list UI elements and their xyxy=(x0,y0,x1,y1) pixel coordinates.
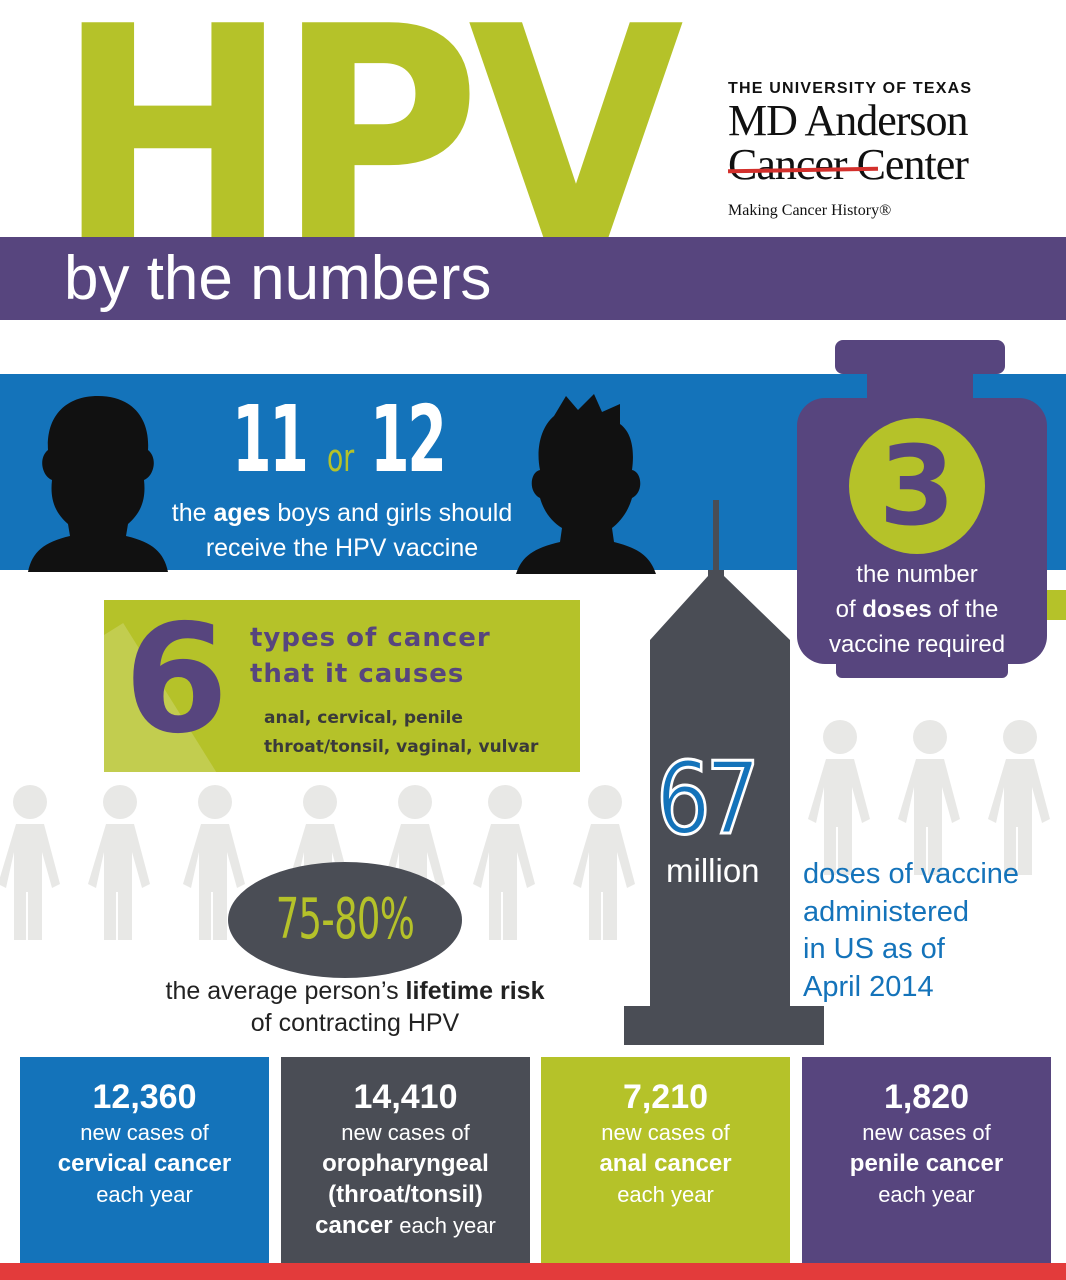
stat-cancer-type-2: (throat/tonsil) xyxy=(328,1181,483,1208)
syringe-icon xyxy=(624,500,824,1045)
stat-line1: new cases of xyxy=(80,1120,209,1145)
stat-line3: each year xyxy=(96,1182,193,1207)
risk-desc-line2: of contracting HPV xyxy=(250,1009,460,1037)
stat-line3: each year xyxy=(399,1213,496,1238)
stat-line-combined: cancer each year xyxy=(281,1210,530,1241)
stat-cancer-type: cervical cancer xyxy=(57,1150,232,1177)
stat-oropharyngeal: 14,410 new cases of oropharyngeal (throa… xyxy=(281,1057,530,1265)
stat-number: 7,210 xyxy=(622,1078,709,1116)
types-title-line2: that it causes xyxy=(250,659,465,689)
ages-description: the ages boys and girls should receive t… xyxy=(150,496,534,566)
girl-silhouette-icon xyxy=(28,396,168,572)
types-list-line1: anal, cervical, penile xyxy=(264,708,463,728)
risk-ellipse xyxy=(228,862,462,978)
stat-cancer-type-3: cancer xyxy=(315,1212,393,1239)
header-band xyxy=(0,237,1066,320)
cancer-types-box xyxy=(104,600,580,772)
age-eleven: 11 xyxy=(232,386,309,493)
logo-name-line1: MD Anderson xyxy=(728,96,969,145)
risk-desc-pre: the average person’s xyxy=(165,977,406,1005)
stat-number: 1,820 xyxy=(883,1078,970,1116)
stat-cancer-type: anal cancer xyxy=(599,1150,732,1177)
md-anderson-logo: THE UNIVERSITY OF TEXAS MD Anderson Canc… xyxy=(727,80,1028,230)
vaccine-doses-unit: million xyxy=(666,852,760,889)
stat-line3: each year xyxy=(878,1182,975,1207)
ages-desc-pre: the xyxy=(171,499,214,527)
stat-line1: new cases of xyxy=(341,1120,470,1145)
page-subtitle: by the numbers xyxy=(64,244,492,313)
lifetime-risk-value: 75-80% xyxy=(228,862,462,978)
vial-base xyxy=(836,660,1008,678)
cancer-types-count: 6 xyxy=(124,593,229,767)
dose-desc-post: of the xyxy=(931,596,999,623)
stat-penile: 1,820 new cases of penile cancer each ye… xyxy=(802,1057,1051,1265)
stat-cervical: 12,360 new cases of cervical cancer each… xyxy=(20,1057,269,1265)
stat-cancer-type: penile cancer xyxy=(849,1150,1004,1177)
age-twelve: 12 xyxy=(370,386,447,493)
dose-desc-line1: the number xyxy=(856,561,978,588)
boy-silhouette-icon xyxy=(516,394,656,574)
logo-tagline: Making Cancer History® xyxy=(728,202,892,219)
vaccine-desc-line1: doses of vaccine xyxy=(803,858,1020,890)
vaccine-doses-number: 67 xyxy=(655,740,762,857)
dose-desc-pre: of xyxy=(835,596,863,623)
ages-desc-bold: ages xyxy=(213,499,271,527)
dose-desc-line3: vaccine required xyxy=(828,631,1006,658)
vaccine-desc-line4: April 2014 xyxy=(803,970,934,1003)
logo-university: THE UNIVERSITY OF TEXAS xyxy=(728,80,973,97)
stat-anal: 7,210 new cases of anal cancer each year xyxy=(541,1057,790,1265)
stat-line1: new cases of xyxy=(601,1120,730,1145)
risk-desc-bold: lifetime risk xyxy=(405,977,545,1005)
dose-desc-bold: doses xyxy=(862,596,932,623)
ages-or: or xyxy=(327,436,355,480)
hpv-title: HPV xyxy=(56,0,684,312)
bottle-accent xyxy=(1044,590,1066,620)
types-title-line1: types of cancer xyxy=(250,623,491,653)
ages-desc-post: boys and girls should xyxy=(270,499,513,527)
dose-description: the number of doses of the vaccine requi… xyxy=(805,557,1029,662)
cancer-types-title: types of cancer that it causes xyxy=(250,620,491,692)
types-list-line2: throat/tonsil, vaginal, vulvar xyxy=(264,737,539,757)
stat-line3: each year xyxy=(617,1182,714,1207)
vial-neck xyxy=(867,368,973,402)
lifetime-risk-description: the average person’s lifetime risk of co… xyxy=(120,975,590,1039)
dose-count: 3 xyxy=(878,422,956,550)
dose-circle xyxy=(849,418,985,554)
logo-name-line2: Cancer Center xyxy=(728,140,969,189)
footer-bar xyxy=(0,1263,1066,1280)
stat-line1: new cases of xyxy=(862,1120,991,1145)
stat-number: 14,410 xyxy=(353,1078,458,1116)
stat-number: 12,360 xyxy=(92,1078,197,1116)
ages-desc-line2: receive the HPV vaccine xyxy=(205,534,479,562)
vaccine-doses-description: doses of vaccine administered in US as o… xyxy=(803,856,1053,1006)
vaccine-desc-line3: in US as of xyxy=(803,933,945,965)
vaccine-desc-line2: administered xyxy=(803,895,970,928)
cancer-types-list: anal, cervical, penile throat/tonsil, va… xyxy=(264,704,538,762)
stat-cancer-type: oropharyngeal xyxy=(322,1150,489,1177)
risk-value-text: 75-80% xyxy=(275,887,415,952)
